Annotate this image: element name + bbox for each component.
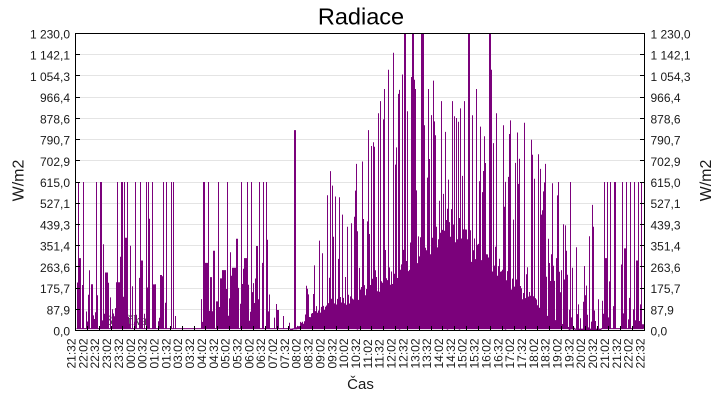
svg-text:06:02: 06:02 [242, 338, 256, 368]
svg-text:351,4: 351,4 [40, 240, 70, 254]
svg-text:W/m2: W/m2 [11, 160, 28, 202]
svg-text:615,0: 615,0 [651, 176, 681, 190]
svg-text:03:32: 03:32 [183, 338, 197, 368]
svg-text:263,6: 263,6 [651, 261, 681, 275]
svg-text:07:32: 07:32 [278, 338, 292, 368]
svg-text:0,0: 0,0 [651, 325, 668, 339]
svg-text:527,1: 527,1 [651, 197, 681, 211]
svg-text:20:02: 20:02 [574, 338, 588, 368]
svg-text:878,6: 878,6 [40, 112, 70, 126]
svg-text:22:02: 22:02 [622, 338, 636, 368]
svg-text:17:32: 17:32 [515, 338, 529, 368]
svg-text:23:02: 23:02 [100, 338, 114, 368]
svg-text:10:32: 10:32 [349, 338, 363, 368]
svg-text:15:02: 15:02 [456, 338, 470, 368]
svg-text:1 142,1: 1 142,1 [651, 49, 691, 63]
svg-text:1 054,3: 1 054,3 [651, 70, 691, 84]
svg-text:01:02: 01:02 [147, 338, 161, 368]
svg-text:10:02: 10:02 [337, 338, 351, 368]
svg-text:263,6: 263,6 [40, 261, 70, 275]
svg-text:790,7: 790,7 [651, 134, 681, 148]
svg-text:13:32: 13:32 [420, 338, 434, 368]
svg-text:702,9: 702,9 [40, 155, 70, 169]
svg-text:20:32: 20:32 [586, 338, 600, 368]
svg-text:09:32: 09:32 [325, 338, 339, 368]
svg-text:17:02: 17:02 [503, 338, 517, 368]
svg-text:18:02: 18:02 [527, 338, 541, 368]
svg-text:966,4: 966,4 [40, 91, 70, 105]
svg-text:04:32: 04:32 [207, 338, 221, 368]
svg-text:00:02: 00:02 [124, 338, 138, 368]
svg-text:01:32: 01:32 [159, 338, 173, 368]
svg-text:05:02: 05:02 [219, 338, 233, 368]
svg-text:1 230,0: 1 230,0 [30, 28, 70, 42]
svg-text:702,9: 702,9 [651, 155, 681, 169]
svg-text:439,3: 439,3 [651, 218, 681, 232]
svg-text:W/m2: W/m2 [698, 160, 715, 202]
svg-text:1 142,1: 1 142,1 [30, 49, 70, 63]
svg-text:966,4: 966,4 [651, 91, 681, 105]
svg-text:1 054,3: 1 054,3 [30, 70, 70, 84]
svg-text:14:32: 14:32 [444, 338, 458, 368]
svg-text:15:32: 15:32 [468, 338, 482, 368]
svg-text:1 230,0: 1 230,0 [651, 28, 691, 42]
svg-text:12:32: 12:32 [396, 338, 410, 368]
svg-text:19:02: 19:02 [551, 338, 565, 368]
svg-text:04:02: 04:02 [195, 338, 209, 368]
svg-text:11:32: 11:32 [373, 339, 387, 368]
svg-text:08:02: 08:02 [290, 338, 304, 368]
svg-text:21:32: 21:32 [65, 338, 79, 368]
svg-text:790,7: 790,7 [40, 134, 70, 148]
svg-text:19:32: 19:32 [562, 338, 576, 368]
svg-text:21:02: 21:02 [598, 338, 612, 368]
svg-text:22:32: 22:32 [88, 338, 102, 368]
svg-text:615,0: 615,0 [40, 176, 70, 190]
svg-text:22:02: 22:02 [76, 338, 90, 368]
svg-text:16:02: 16:02 [479, 338, 493, 368]
svg-text:Radiace: Radiace [318, 4, 404, 30]
svg-text:08:32: 08:32 [302, 338, 316, 368]
svg-text:21:32: 21:32 [610, 338, 624, 368]
svg-text:175,7: 175,7 [40, 282, 70, 296]
svg-text:439,3: 439,3 [40, 218, 70, 232]
svg-text:878,6: 878,6 [651, 112, 681, 126]
svg-text:527,1: 527,1 [40, 197, 70, 211]
svg-text:22:32: 22:32 [634, 338, 648, 368]
svg-text:00:32: 00:32 [136, 338, 150, 368]
svg-text:14:02: 14:02 [432, 338, 446, 368]
svg-text:87,9: 87,9 [651, 303, 675, 317]
svg-text:87,9: 87,9 [47, 303, 71, 317]
svg-text:Čas: Čas [347, 376, 374, 393]
svg-text:07:02: 07:02 [266, 338, 280, 368]
svg-text:11:02: 11:02 [361, 339, 375, 368]
svg-text:0,0: 0,0 [53, 325, 70, 339]
svg-text:06:32: 06:32 [254, 338, 268, 368]
svg-text:23:32: 23:32 [112, 338, 126, 368]
svg-text:175,7: 175,7 [651, 282, 681, 296]
svg-text:12:02: 12:02 [385, 338, 399, 368]
svg-text:16:32: 16:32 [491, 338, 505, 368]
svg-text:351,4: 351,4 [651, 240, 681, 254]
svg-text:05:32: 05:32 [230, 338, 244, 368]
svg-text:18:32: 18:32 [539, 338, 553, 368]
svg-text:03:02: 03:02 [171, 338, 185, 368]
svg-text:09:02: 09:02 [313, 338, 327, 368]
svg-text:13:02: 13:02 [408, 338, 422, 368]
